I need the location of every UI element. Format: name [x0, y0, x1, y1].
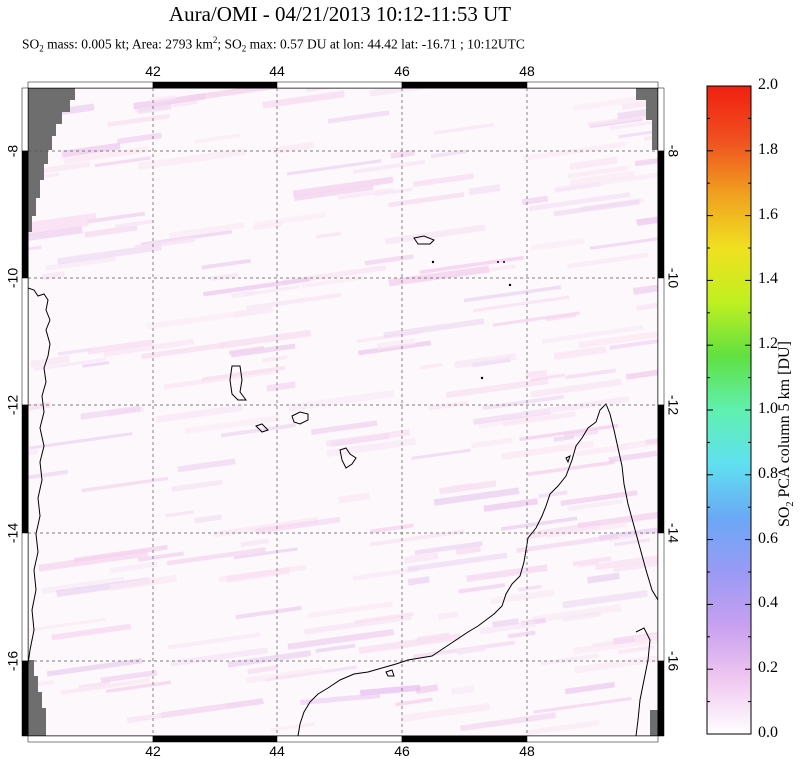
lon-tick-bottom-48: 48 [519, 743, 535, 759]
lat-tick-right--12: -12 [665, 395, 681, 415]
small-island-b [385, 669, 395, 677]
nodata-region-left-bottom [28, 660, 46, 736]
colorbar-ticks [707, 85, 751, 735]
madagascar-coast [297, 403, 658, 736]
colorbar-label-0.0: 0.0 [758, 724, 778, 741]
colorbar [706, 85, 752, 735]
frame-tick-bars [21, 81, 665, 743]
page-title: Aura/OMI - 04/21/2013 10:12-11:53 UT [168, 2, 512, 26]
colorbar-label-0.2: 0.2 [758, 659, 778, 677]
lat-tick-left--8: -8 [5, 145, 21, 158]
mayotte [339, 447, 357, 469]
colorbar-label-1.8: 1.8 [758, 140, 778, 158]
lon-tick-top-42: 42 [145, 63, 161, 79]
africa-coast [28, 287, 51, 665]
grande-comore [229, 365, 247, 401]
lat-tick-left--16: -16 [5, 651, 21, 671]
colorbar-label-0.6: 0.6 [758, 529, 778, 547]
so2-streaks [28, 88, 658, 736]
lat-tick-left--14: -14 [5, 523, 21, 543]
lat-tick-left--12: -12 [5, 395, 21, 415]
lat-tick-left--10: -10 [5, 268, 21, 288]
colorbar-label-2.0: 2.0 [758, 76, 778, 93]
coastlines [28, 235, 658, 736]
anjouan [291, 411, 309, 425]
lon-tick-top-48: 48 [519, 63, 535, 79]
colorbar-label-1.0: 1.0 [758, 400, 778, 417]
axis-tick-labels: 42 42 44 44 46 46 48 48 -8 -8 -10 -10 -12 -12 -14 -14 -1… [5, 63, 682, 759]
nodata-region-right [636, 88, 658, 150]
small-island-a [565, 455, 571, 464]
colorbar-title: SO2 PCA column 5 km [DU] [776, 341, 797, 527]
lat-tick-right--14: -14 [665, 523, 681, 543]
moheli [255, 423, 269, 433]
lat-tick-right--16: -16 [665, 651, 681, 671]
mozambique-island-coast [635, 627, 651, 736]
colorbar-label-1.4: 1.4 [758, 270, 778, 288]
lat-tick-right--8: -8 [665, 145, 681, 158]
colorbar-label-0.8: 0.8 [758, 464, 778, 482]
lon-tick-top-46: 46 [394, 63, 410, 79]
lat-tick-right--10: -10 [665, 268, 681, 288]
islets [431, 260, 512, 380]
lon-tick-bottom-46: 46 [394, 743, 410, 759]
grid-lines [28, 88, 658, 736]
colorbar-label-1.2: 1.2 [758, 335, 778, 353]
colorbar-label-0.4: 0.4 [758, 594, 778, 612]
colorbar-label-1.6: 1.6 [758, 205, 778, 223]
lon-tick-top-44: 44 [269, 63, 285, 79]
nodata-region-right-bottom [650, 710, 658, 736]
nodata-region-left [28, 88, 75, 232]
aldabra [413, 235, 435, 245]
lon-tick-bottom-44: 44 [269, 743, 285, 759]
map-subtitle: SO2 mass: 0.005 kt; Area: 2793 km2; SO2 … [22, 35, 525, 54]
lon-tick-bottom-42: 42 [145, 743, 161, 759]
